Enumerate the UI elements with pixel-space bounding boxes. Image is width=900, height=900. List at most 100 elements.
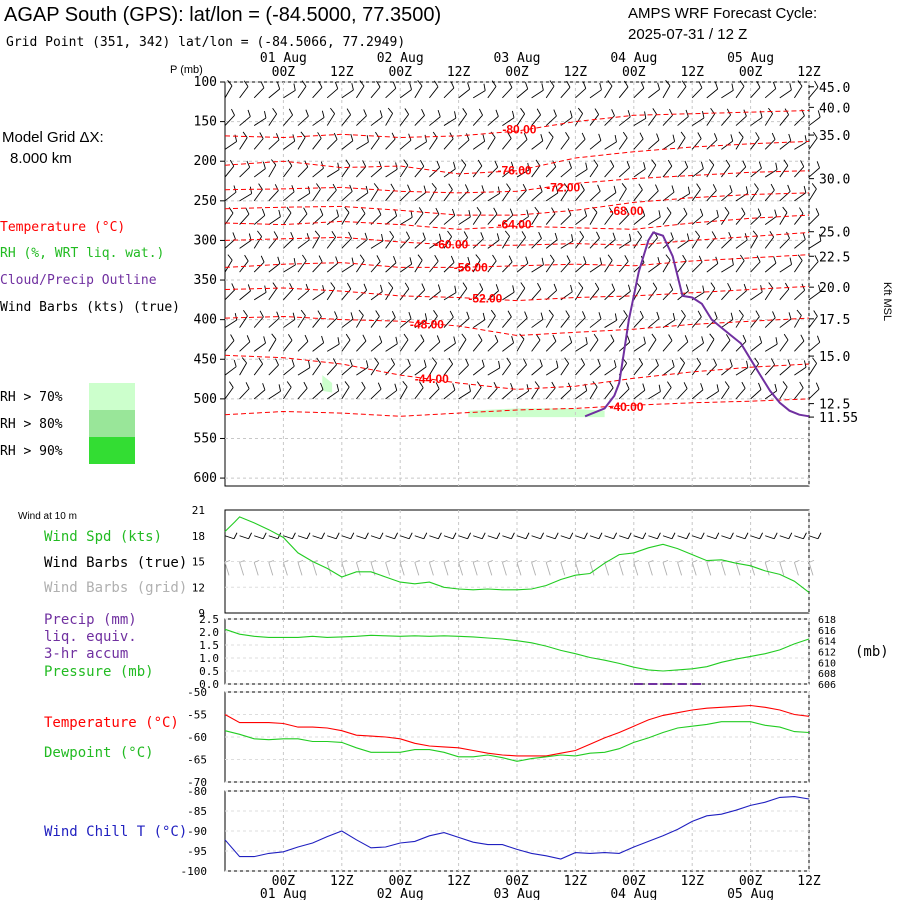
windchill-line <box>224 796 810 860</box>
wind-barb <box>721 185 733 202</box>
wind-barb <box>677 131 686 150</box>
pressure-tick-label: 350 <box>194 273 217 288</box>
wind-barb-flag <box>480 232 484 239</box>
wind-barb <box>312 335 325 352</box>
wind-barb-flag <box>730 134 734 142</box>
wind-barb-flag <box>404 282 410 290</box>
upper-ylabel: P (mb) <box>170 64 203 76</box>
wind-barb <box>414 313 428 328</box>
wind-barb-staff <box>575 138 586 150</box>
wind-barb-staff <box>487 213 498 225</box>
wind-barb <box>224 359 237 376</box>
wind-barb-staff <box>677 260 687 273</box>
wind-barb-staff <box>429 362 437 376</box>
wind-barb <box>808 161 820 178</box>
wind-barb <box>706 184 717 202</box>
wind-barb-staff <box>764 169 778 178</box>
wind-barb-flag <box>702 285 705 293</box>
wind10-barb-true-flag <box>700 532 705 539</box>
wind-barb-staff <box>633 363 643 376</box>
wind-barb-staff <box>283 238 294 249</box>
wind-barb-flag <box>685 284 689 292</box>
wind-barb-staff <box>545 260 555 273</box>
wind-barb-staff <box>224 340 235 352</box>
wind-barb <box>326 107 336 126</box>
wind-barb-staff <box>808 137 818 150</box>
wind-barb-staff <box>399 288 410 301</box>
wind-barb-flag <box>478 108 483 116</box>
wind10-barb-grid-flag <box>575 559 581 563</box>
wind-barb-flag <box>596 231 600 239</box>
wind10-barb-grid <box>355 562 361 576</box>
wind-barb <box>341 184 353 202</box>
wind-barb-flag <box>461 333 467 340</box>
wind-barb-flag <box>464 184 469 191</box>
wind-barb <box>414 381 424 400</box>
wind-barb-staff <box>648 113 657 126</box>
wind-barb <box>808 357 818 376</box>
wind-barb <box>297 334 309 352</box>
wind-barb-staff <box>662 387 672 400</box>
wind-barb-flag <box>346 108 351 115</box>
wind-barb <box>239 80 249 99</box>
wind-barb-staff <box>531 140 544 150</box>
wind-barb <box>502 81 513 99</box>
wind-barb <box>648 282 658 301</box>
wind-barb-flag <box>320 382 324 390</box>
wind-barb <box>750 310 760 328</box>
wind-barb-staff <box>589 89 602 99</box>
wind-barb-flag <box>467 82 471 90</box>
wind-barb <box>735 160 747 178</box>
wind-barb <box>283 134 296 150</box>
wind-barb <box>312 285 325 301</box>
wind-barb-flag <box>333 132 338 140</box>
wind-barb-staff <box>370 388 382 400</box>
wind-barb-staff <box>429 315 438 328</box>
wind-barb-staff <box>312 261 323 273</box>
wind-barb-flag <box>393 256 397 263</box>
wind-barb-flag <box>665 254 671 261</box>
wind-barb-staff <box>253 117 267 126</box>
wind-barb <box>750 132 760 150</box>
wind-barb-staff <box>633 262 645 273</box>
wind-barb <box>808 382 820 400</box>
wind-barb-staff <box>589 288 600 301</box>
wind10-barb-true <box>794 535 804 540</box>
height-tick-label: 22.5 <box>819 250 850 265</box>
wind10-barb-grid-flag <box>370 559 377 563</box>
wind10-barb-true-flag <box>350 532 355 539</box>
wind-barb <box>764 358 775 376</box>
wind-barb-flag <box>727 283 732 290</box>
wind-barb <box>618 110 631 126</box>
wind-barb <box>589 359 601 376</box>
wind10-barb-grid-flag <box>414 559 420 563</box>
wind-barb-flag <box>277 82 281 90</box>
wind-barb <box>721 283 732 301</box>
wind10-barb-true-flag <box>802 532 807 539</box>
wind10-barb-true <box>224 535 235 540</box>
wind-barb <box>429 80 439 99</box>
wind-barb-staff <box>502 291 515 301</box>
wind-barb-staff <box>750 363 759 376</box>
wind-barb-flag <box>433 310 438 317</box>
wind-barb-flag <box>580 358 585 365</box>
wind-barb <box>268 311 280 328</box>
windchill-ytick-label: -85 <box>187 805 207 818</box>
wind-barb-staff <box>341 191 353 202</box>
wind-barb <box>662 159 673 178</box>
wind-barb-flag <box>361 381 366 389</box>
wind-barb-staff <box>268 364 279 376</box>
wind-barb <box>516 82 529 99</box>
wind-barb-flag <box>435 207 440 215</box>
wind-barb-staff <box>472 259 481 273</box>
wind-barb <box>604 232 616 249</box>
model-grid-value: 8.000 km <box>10 150 72 167</box>
wind-barb-flag <box>286 206 292 214</box>
wind-barb <box>589 381 598 400</box>
wind-barb <box>662 359 675 376</box>
wind-barb-flag <box>577 107 583 114</box>
wind-barb-staff <box>356 192 369 202</box>
wind-barb-staff <box>691 138 702 150</box>
wind-barb-staff <box>312 138 322 150</box>
wind-barb-flag <box>317 132 322 139</box>
